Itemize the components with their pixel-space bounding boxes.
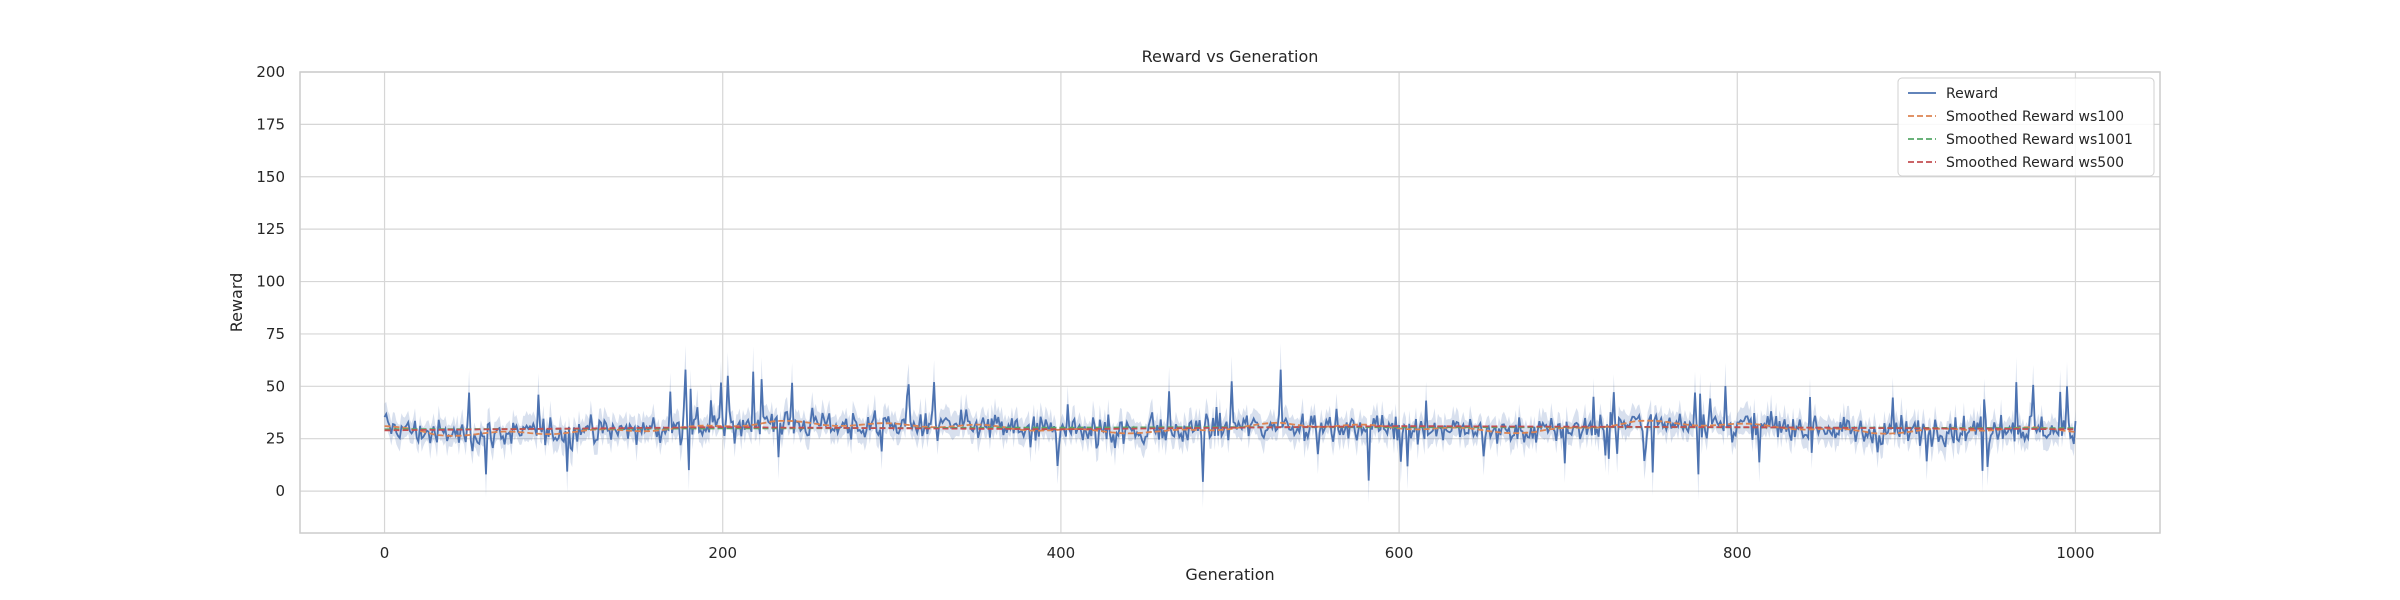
series-layer (383, 369, 2077, 482)
y-tick-label: 50 (266, 377, 285, 395)
legend-label: Smoothed Reward ws500 (1946, 155, 2124, 171)
smoothed-series-line-3 (384, 425, 2076, 432)
x-tick-label: 400 (1047, 544, 1076, 562)
y-tick-label: 175 (256, 115, 285, 133)
legend: Reward Smoothed Reward ws100 Smoothed Rewa… (1897, 77, 2155, 177)
x-tick-label: 800 (1723, 544, 1752, 562)
x-tick-label: 1000 (2056, 544, 2094, 562)
y-axis-label: Reward (227, 273, 246, 333)
y-tick-label: 200 (256, 63, 285, 81)
x-tick-label: 200 (708, 544, 737, 562)
y-tick-label: 75 (266, 325, 285, 343)
y-tick-label: 150 (256, 168, 285, 186)
x-axis-label: Generation (1185, 565, 1274, 584)
y-tick-labels: 0 25 50 75 100 125 150 175 200 (256, 63, 285, 500)
y-tick-label: 100 (256, 273, 285, 291)
legend-label: Smoothed Reward ws100 (1946, 109, 2124, 125)
x-tick-label: 600 (1385, 544, 1414, 562)
y-tick-label: 125 (256, 220, 285, 238)
y-tick-label: 25 (266, 430, 285, 448)
legend-label: Smoothed Reward ws1001 (1946, 132, 2133, 148)
legend-label: Reward (1946, 86, 1998, 102)
axes-frame (299, 71, 2161, 534)
x-tick-labels: 0 200 400 600 800 1000 (380, 544, 2095, 562)
x-tick-label: 0 (380, 544, 390, 562)
y-tick-label: 0 (275, 482, 285, 500)
chart-title: Reward vs Generation (1142, 47, 1319, 66)
legend-box (1897, 77, 2155, 177)
